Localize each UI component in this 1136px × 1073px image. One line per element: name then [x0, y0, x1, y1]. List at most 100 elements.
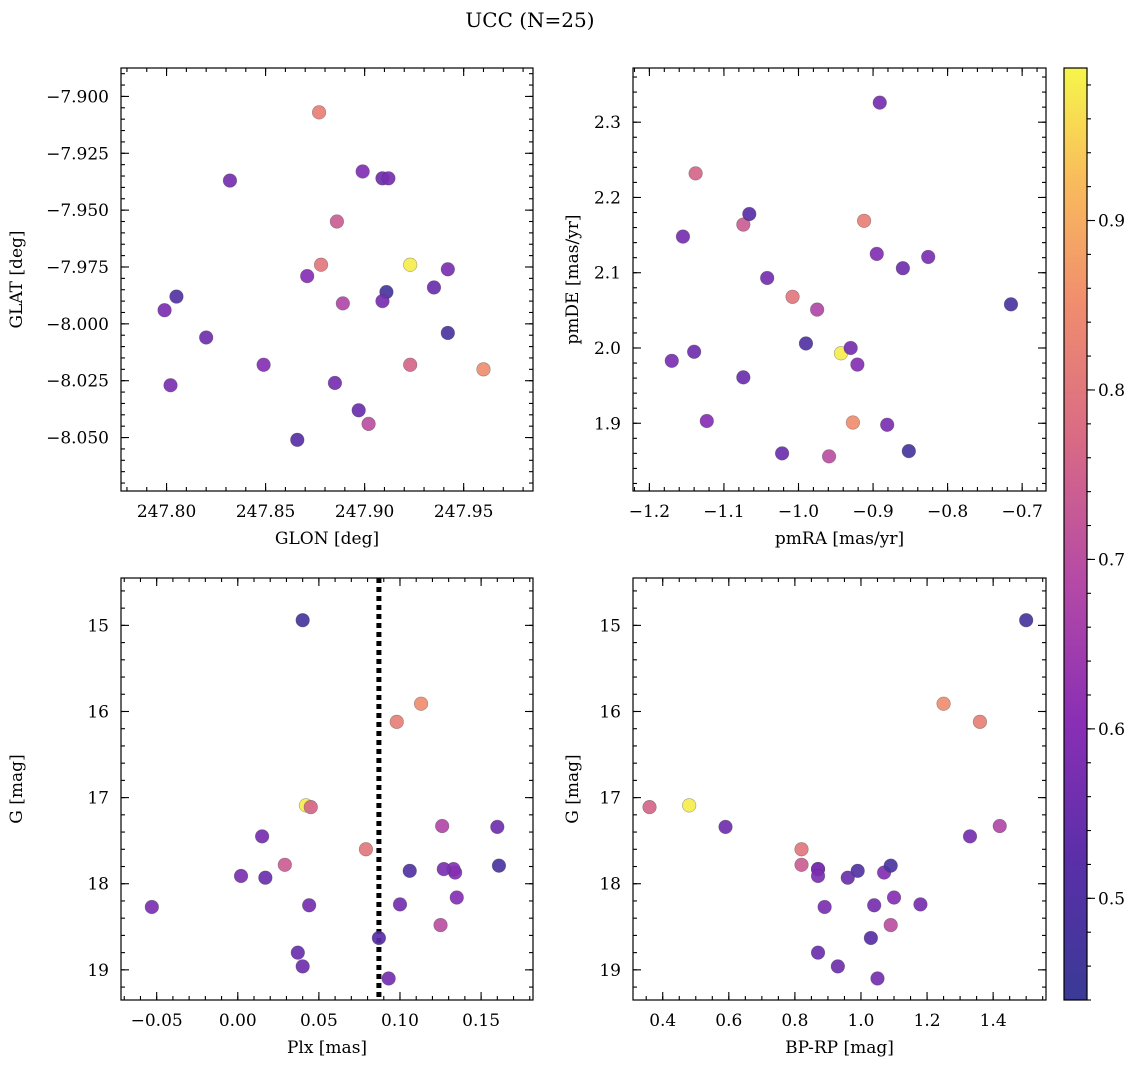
data-point — [222, 173, 238, 188]
data-point — [371, 930, 387, 946]
data-point — [440, 325, 455, 341]
data-point — [850, 357, 865, 372]
data-point — [413, 696, 429, 711]
data-point — [335, 296, 350, 311]
data-point — [381, 971, 396, 986]
x-tick-label: 0.00 — [219, 1011, 257, 1031]
data-point — [157, 303, 172, 318]
data-point — [850, 863, 865, 878]
panel-pm: −1.2 −1.1 −1.0 −0.9 −0.8 −0.7 1.9 2.0 2.1 2.2 2.3 p… — [563, 67, 1047, 549]
data-point — [490, 819, 505, 834]
data-point — [491, 858, 507, 873]
x-tick-label: −0.7 — [1002, 502, 1043, 522]
y-tick-label: 19 — [599, 961, 621, 981]
data-point — [921, 249, 936, 265]
data-point — [785, 289, 800, 304]
data-point — [403, 257, 418, 272]
data-point — [403, 357, 418, 372]
data-point — [199, 330, 214, 345]
y-tick-label: −8.000 — [46, 315, 109, 335]
data-point — [901, 444, 916, 459]
data-point — [436, 861, 451, 877]
panel-sky: 247.80 247.85 247.90 247.95 −7.900 −7.925 −7.9… — [7, 67, 534, 549]
x-tick-label: 0.8 — [781, 1011, 808, 1031]
x-tick-label: −0.8 — [927, 502, 968, 522]
x-axis-label: GLON [deg] — [275, 529, 379, 549]
data-point — [449, 890, 464, 905]
y-tick-label: 2.0 — [594, 339, 621, 359]
x-tick-label: 0.15 — [462, 1011, 500, 1031]
data-point — [303, 799, 318, 815]
data-point — [742, 206, 757, 222]
x-tick-label: −1.2 — [629, 502, 670, 522]
data-point — [880, 417, 895, 432]
data-point — [843, 340, 858, 356]
data-point — [389, 714, 404, 729]
data-point — [883, 858, 898, 873]
data-point — [817, 899, 832, 915]
data-point — [810, 945, 826, 960]
axes-frame — [632, 577, 1047, 1001]
data-point — [311, 105, 327, 120]
data-point — [867, 898, 882, 913]
x-tick-label: 1.2 — [914, 1011, 941, 1031]
data-point — [774, 446, 790, 461]
data-point — [476, 362, 491, 377]
data-point — [440, 262, 455, 277]
y-tick-label: −7.950 — [46, 201, 109, 221]
data-point — [642, 799, 657, 815]
data-point — [857, 213, 872, 228]
x-tick-label: −0.05 — [131, 1011, 183, 1031]
data-point — [830, 959, 845, 974]
data-point — [794, 842, 809, 857]
x-tick-label: 0.05 — [300, 1011, 338, 1031]
colorbar-tick-label: 0.6 — [1098, 720, 1125, 740]
data-point — [355, 164, 370, 179]
panels-group: 247.80 247.85 247.90 247.95 −7.900 −7.925 −7.9… — [7, 67, 1047, 1058]
x-tick-label: 1.4 — [980, 1011, 1007, 1031]
data-point — [664, 353, 679, 368]
data-point — [688, 166, 703, 181]
y-tick-label: −7.900 — [46, 87, 109, 107]
y-tick-label: 2.2 — [594, 188, 621, 208]
data-point — [845, 415, 861, 430]
data-point — [760, 270, 775, 286]
x-tick-label: −1.0 — [778, 502, 819, 522]
data-point — [277, 857, 292, 872]
y-tick-label: −8.050 — [46, 429, 109, 449]
data-point — [435, 818, 450, 834]
data-point — [675, 229, 691, 244]
x-tick-label: 247.90 — [335, 502, 394, 522]
data-point — [256, 357, 271, 372]
colorbar-gradient — [1063, 67, 1088, 1001]
data-point — [381, 171, 396, 186]
y-tick-label: 16 — [599, 702, 621, 722]
figure-title: UCC (N=25) — [465, 8, 594, 32]
y-tick-label: −8.025 — [46, 372, 109, 392]
data-point — [351, 403, 366, 418]
y-axis-label: G [mag] — [7, 754, 27, 823]
data-point — [810, 302, 825, 317]
data-point — [433, 917, 448, 933]
data-point — [144, 899, 159, 915]
x-tick-label: 0.10 — [381, 1011, 419, 1031]
y-tick-label: 1.9 — [594, 414, 621, 434]
data-point — [962, 829, 978, 844]
x-tick-label: 247.85 — [236, 502, 295, 522]
colorbar-tick-label: 0.9 — [1098, 212, 1125, 232]
x-tick-label: 0.6 — [715, 1011, 742, 1031]
axes-frame — [632, 67, 1047, 492]
data-point — [169, 289, 184, 304]
data-point — [936, 696, 951, 711]
data-point — [869, 246, 884, 262]
data-point — [794, 857, 809, 872]
colorbar: 0.5 0.6 0.7 0.8 0.9 — [1063, 67, 1125, 1001]
colorbar-ticks: 0.5 0.6 0.7 0.8 0.9 — [1087, 84, 1125, 1001]
y-axis-label: pmDE [mas/yr] — [563, 214, 583, 344]
data-point — [402, 863, 417, 878]
data-point — [699, 413, 714, 429]
axes-frame — [120, 67, 534, 492]
data-point — [375, 294, 390, 309]
data-point — [736, 370, 751, 385]
